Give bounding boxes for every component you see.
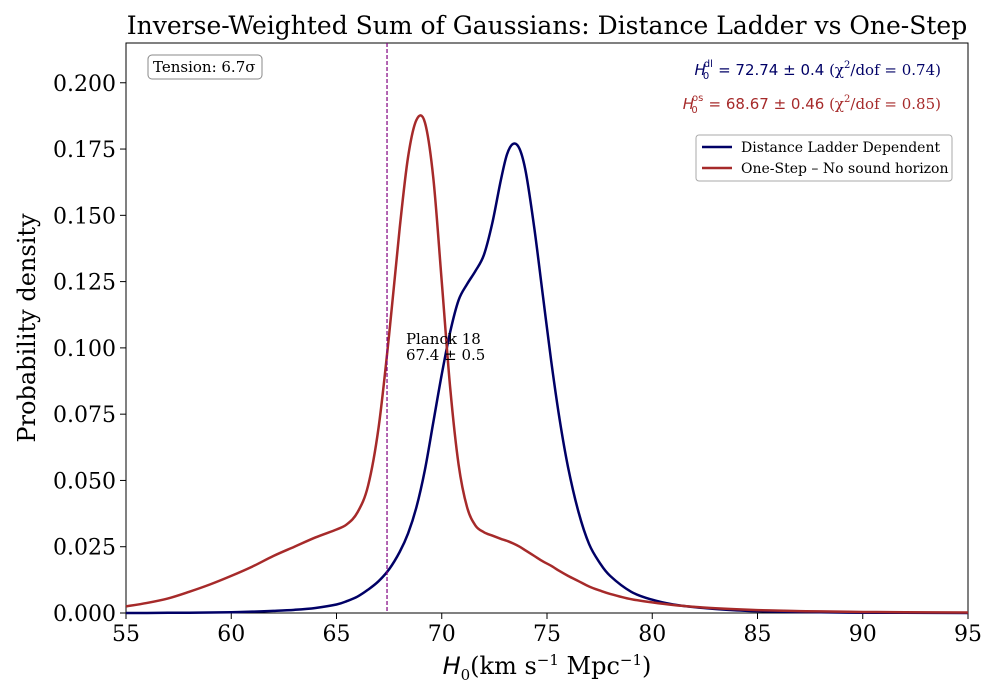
y-tick-label: 0.200 bbox=[53, 72, 116, 97]
x-tick-label: 65 bbox=[323, 622, 351, 647]
y-tick-label: 0.075 bbox=[53, 403, 116, 428]
x-axis: 55 60 65 70 75 80 85 90 95 bbox=[112, 613, 982, 647]
legend-label-distance-ladder: Distance Ladder Dependent bbox=[741, 140, 940, 156]
dl-fit-annotation: Hdl 0 = 72.74 ± 0.4 (χ2/dof = 0.74) bbox=[695, 59, 942, 82]
y-tick-label: 0.100 bbox=[53, 337, 116, 362]
tension-box: Tension: 6.7σ bbox=[147, 54, 263, 80]
y-tick-label: 0.050 bbox=[53, 469, 116, 494]
y-tick-label: 0.125 bbox=[53, 271, 116, 296]
legend: Distance Ladder Dependent One-Step – No … bbox=[695, 134, 953, 182]
x-tick-label: 80 bbox=[638, 622, 666, 647]
planck-value-label: 67.4 ± 0.5 bbox=[406, 346, 485, 364]
y-axis-title: Probability density bbox=[13, 213, 41, 443]
chart-title: Inverse-Weighted Sum of Gaussians: Dista… bbox=[127, 11, 967, 40]
x-axis-title: H0(km s−1 Mpc−1) bbox=[443, 651, 652, 684]
y-tick-label: 0.175 bbox=[53, 138, 116, 163]
y-axis: 0.000 0.025 0.050 0.075 0.100 0.125 0.150 0.175… bbox=[53, 72, 126, 627]
x-tick-label: 70 bbox=[428, 622, 456, 647]
os-fit-annotation: Hos 0 = 68.67 ± 0.46 (χ2/dof = 0.85) bbox=[683, 93, 941, 116]
x-tick-label: 95 bbox=[954, 622, 982, 647]
planck-label: Planck 18 bbox=[406, 330, 481, 348]
tension-label: Tension: 6.7σ bbox=[153, 58, 255, 76]
legend-label-one-step: One-Step – No sound horizon bbox=[741, 161, 949, 177]
x-tick-label: 75 bbox=[533, 622, 561, 647]
x-tick-label: 85 bbox=[744, 622, 772, 647]
x-tick-label: 90 bbox=[849, 622, 877, 647]
y-tick-label: 0.150 bbox=[53, 204, 116, 229]
x-tick-label: 55 bbox=[112, 622, 140, 647]
series-group bbox=[125, 114, 969, 615]
y-tick-label: 0.025 bbox=[53, 536, 116, 561]
x-tick-label: 60 bbox=[217, 622, 245, 647]
series-line-one-step bbox=[125, 114, 969, 614]
y-tick-label: 0.000 bbox=[53, 602, 116, 627]
legend-box bbox=[695, 134, 953, 182]
